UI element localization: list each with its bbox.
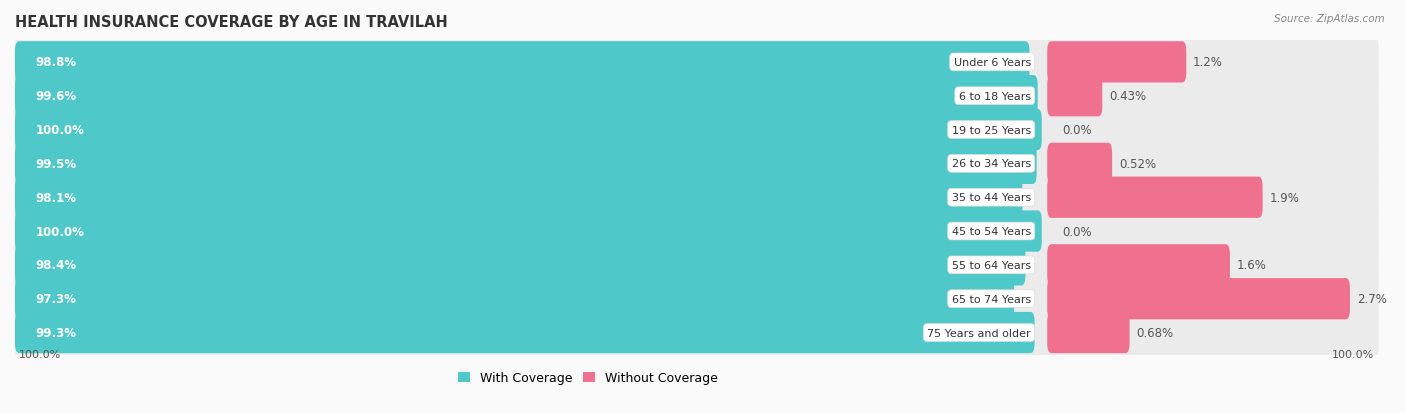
Text: 26 to 34 Years: 26 to 34 Years bbox=[952, 159, 1031, 169]
FancyBboxPatch shape bbox=[1047, 42, 1187, 83]
Text: 19 to 25 Years: 19 to 25 Years bbox=[952, 125, 1031, 135]
Text: 100.0%: 100.0% bbox=[35, 124, 84, 137]
Text: 100.0%: 100.0% bbox=[35, 225, 84, 238]
Text: Under 6 Years: Under 6 Years bbox=[953, 58, 1031, 68]
FancyBboxPatch shape bbox=[15, 273, 1378, 325]
FancyBboxPatch shape bbox=[15, 211, 1042, 252]
Text: 0.43%: 0.43% bbox=[1109, 90, 1146, 103]
FancyBboxPatch shape bbox=[15, 104, 1378, 156]
FancyBboxPatch shape bbox=[1047, 143, 1112, 185]
Text: 0.52%: 0.52% bbox=[1119, 157, 1156, 171]
Text: 99.5%: 99.5% bbox=[35, 157, 76, 171]
Text: 0.68%: 0.68% bbox=[1136, 326, 1174, 339]
Text: 0.0%: 0.0% bbox=[1062, 124, 1092, 137]
FancyBboxPatch shape bbox=[15, 206, 1378, 257]
Text: 75 Years and older: 75 Years and older bbox=[927, 328, 1031, 338]
Text: 55 to 64 Years: 55 to 64 Years bbox=[952, 260, 1031, 270]
Text: 45 to 54 Years: 45 to 54 Years bbox=[952, 226, 1031, 237]
Text: 98.8%: 98.8% bbox=[35, 56, 76, 69]
Text: 97.3%: 97.3% bbox=[35, 292, 76, 306]
Text: 98.1%: 98.1% bbox=[35, 191, 76, 204]
Text: 99.3%: 99.3% bbox=[35, 326, 76, 339]
Text: 100.0%: 100.0% bbox=[20, 349, 62, 358]
FancyBboxPatch shape bbox=[15, 37, 1378, 88]
FancyBboxPatch shape bbox=[15, 143, 1036, 185]
Legend: With Coverage, Without Coverage: With Coverage, Without Coverage bbox=[453, 366, 723, 389]
FancyBboxPatch shape bbox=[15, 42, 1029, 83]
Text: 65 to 74 Years: 65 to 74 Years bbox=[952, 294, 1031, 304]
FancyBboxPatch shape bbox=[1047, 312, 1129, 353]
FancyBboxPatch shape bbox=[15, 312, 1035, 353]
FancyBboxPatch shape bbox=[15, 177, 1022, 218]
Text: 2.7%: 2.7% bbox=[1357, 292, 1386, 306]
Text: 6 to 18 Years: 6 to 18 Years bbox=[959, 92, 1031, 102]
FancyBboxPatch shape bbox=[15, 172, 1378, 223]
Text: 98.4%: 98.4% bbox=[35, 259, 76, 272]
Text: 1.9%: 1.9% bbox=[1270, 191, 1299, 204]
Text: HEALTH INSURANCE COVERAGE BY AGE IN TRAVILAH: HEALTH INSURANCE COVERAGE BY AGE IN TRAV… bbox=[15, 15, 447, 30]
FancyBboxPatch shape bbox=[15, 278, 1014, 320]
Text: Source: ZipAtlas.com: Source: ZipAtlas.com bbox=[1274, 14, 1385, 24]
FancyBboxPatch shape bbox=[15, 138, 1378, 190]
FancyBboxPatch shape bbox=[1047, 76, 1102, 117]
Text: 1.6%: 1.6% bbox=[1237, 259, 1267, 272]
Text: 1.2%: 1.2% bbox=[1194, 56, 1223, 69]
FancyBboxPatch shape bbox=[15, 109, 1042, 151]
Text: 0.0%: 0.0% bbox=[1062, 225, 1092, 238]
FancyBboxPatch shape bbox=[1047, 278, 1350, 320]
FancyBboxPatch shape bbox=[15, 307, 1378, 358]
FancyBboxPatch shape bbox=[1047, 244, 1230, 286]
FancyBboxPatch shape bbox=[15, 76, 1038, 117]
FancyBboxPatch shape bbox=[15, 240, 1378, 291]
FancyBboxPatch shape bbox=[15, 244, 1025, 286]
Text: 100.0%: 100.0% bbox=[1333, 349, 1375, 358]
FancyBboxPatch shape bbox=[15, 71, 1378, 122]
Text: 99.6%: 99.6% bbox=[35, 90, 76, 103]
Text: 35 to 44 Years: 35 to 44 Years bbox=[952, 193, 1031, 203]
FancyBboxPatch shape bbox=[1047, 177, 1263, 218]
